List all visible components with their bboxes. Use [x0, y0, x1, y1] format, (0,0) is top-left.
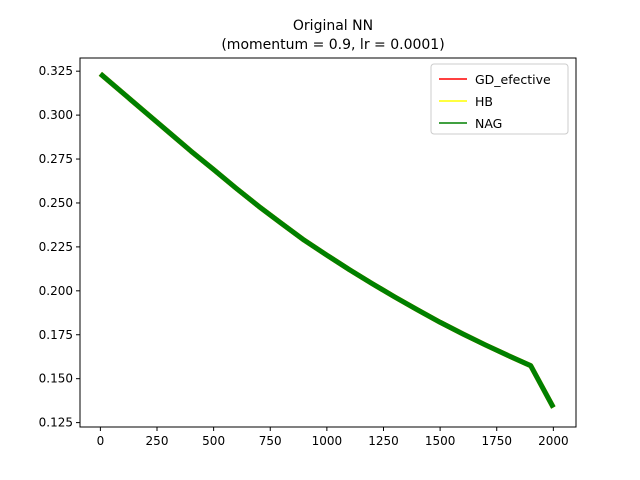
- plot-frame: [79, 57, 577, 428]
- chart-subtitle: (momentum = 0.9, lr = 0.0001): [221, 37, 444, 53]
- y-tick-label: 0.275: [39, 152, 73, 166]
- y-tick-label: 0.300: [39, 108, 73, 122]
- series-line-nag: [98, 71, 556, 409]
- series-layer: [98, 71, 556, 409]
- y-tick-label: 0.225: [39, 240, 73, 254]
- x-tick-label: 500: [202, 434, 225, 448]
- y-tick-label: 0.125: [39, 416, 73, 430]
- x-tick-label: 2000: [538, 434, 569, 448]
- legend-label-gd-efective: GD_efective: [475, 72, 551, 87]
- x-tick-label: 1000: [312, 434, 343, 448]
- y-tick-label: 0.175: [39, 328, 73, 342]
- axis-layer: 0 250 500 750 1000 1250 1500 1750 2000 0.125 0.150…: [39, 64, 569, 448]
- y-tick-label: 0.200: [39, 284, 73, 298]
- legend-label-hb: HB: [475, 94, 493, 109]
- x-tick-label: 250: [146, 434, 169, 448]
- chart-title: Original NN: [293, 18, 373, 34]
- x-tick-label: 1500: [425, 434, 456, 448]
- legend-box: [430, 63, 569, 135]
- x-tick-label: 1750: [481, 434, 512, 448]
- y-tick-label: 0.250: [39, 196, 73, 210]
- legend-label-nag: NAG: [475, 116, 502, 131]
- y-tick-label: 0.325: [39, 64, 73, 78]
- legend: GD_efective HB NAG: [430, 63, 569, 135]
- x-tick-label: 0: [97, 434, 105, 448]
- y-tick-label: 0.150: [39, 372, 73, 386]
- x-tick-label: 750: [259, 434, 282, 448]
- x-tick-label: 1250: [368, 434, 399, 448]
